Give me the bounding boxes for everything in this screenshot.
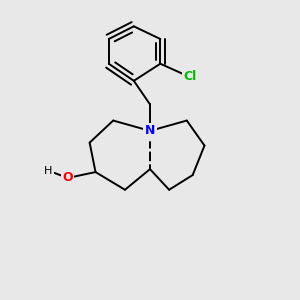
Text: H: H xyxy=(44,166,52,176)
Text: O: O xyxy=(62,172,73,184)
Text: N: N xyxy=(145,124,155,137)
Text: Cl: Cl xyxy=(183,70,196,83)
